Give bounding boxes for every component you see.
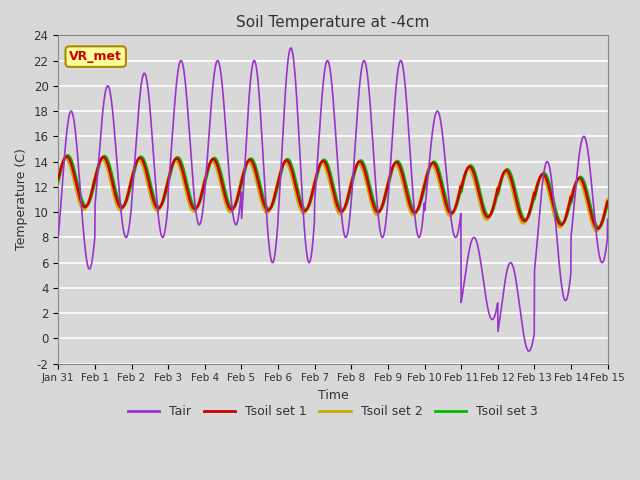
- Tsoil set 1: [63, 154, 70, 159]
- Tsoil set 3: [54, 180, 62, 185]
- Line: Tsoil set 1: Tsoil set 1: [58, 156, 607, 228]
- Tsoil set 1: [322, 161, 330, 167]
- Tair: [487, 316, 495, 322]
- Y-axis label: Temperature (C): Temperature (C): [15, 149, 28, 251]
- X-axis label: Time: Time: [317, 389, 348, 402]
- Tsoil set 2: [593, 228, 600, 234]
- Line: Tsoil set 2: Tsoil set 2: [58, 159, 607, 231]
- Tair: [604, 216, 611, 222]
- Text: VR_met: VR_met: [69, 50, 122, 63]
- Tsoil set 3: [595, 225, 603, 230]
- Tair: [588, 186, 596, 192]
- Tsoil set 2: [322, 166, 330, 171]
- Tsoil set 1: [307, 194, 315, 200]
- Tair: [588, 189, 596, 194]
- Tair: [54, 234, 62, 240]
- Line: Tair: Tair: [58, 48, 607, 351]
- Tsoil set 3: [588, 209, 596, 215]
- Tsoil set 2: [62, 156, 70, 162]
- Tsoil set 1: [83, 204, 90, 209]
- Tsoil set 2: [604, 199, 611, 204]
- Tsoil set 3: [604, 204, 611, 210]
- Tsoil set 1: [594, 226, 602, 231]
- Tsoil set 1: [588, 213, 596, 219]
- Tair: [307, 254, 315, 260]
- Tsoil set 1: [604, 201, 611, 207]
- Tsoil set 3: [83, 203, 90, 209]
- Tsoil set 2: [487, 210, 495, 216]
- Tair: [322, 62, 330, 68]
- Tsoil set 3: [307, 197, 315, 203]
- Tsoil set 3: [588, 208, 596, 214]
- Tair: [83, 255, 90, 261]
- Tsoil set 1: [54, 176, 62, 181]
- Title: Soil Temperature at -4cm: Soil Temperature at -4cm: [236, 15, 429, 30]
- Tsoil set 2: [54, 174, 62, 180]
- Line: Tsoil set 3: Tsoil set 3: [58, 156, 607, 228]
- Tair: [287, 45, 294, 51]
- Tsoil set 2: [588, 220, 596, 226]
- Tsoil set 3: [322, 158, 330, 164]
- Tsoil set 1: [588, 214, 596, 220]
- Tsoil set 3: [487, 211, 495, 217]
- Tsoil set 1: [487, 211, 495, 216]
- Legend: Tair, Tsoil set 1, Tsoil set 2, Tsoil set 3: Tair, Tsoil set 1, Tsoil set 2, Tsoil se…: [123, 400, 543, 423]
- Tsoil set 2: [307, 192, 315, 198]
- Tsoil set 3: [64, 153, 72, 158]
- Tair: [525, 348, 532, 354]
- Tsoil set 2: [83, 204, 90, 210]
- Tsoil set 2: [588, 220, 596, 226]
